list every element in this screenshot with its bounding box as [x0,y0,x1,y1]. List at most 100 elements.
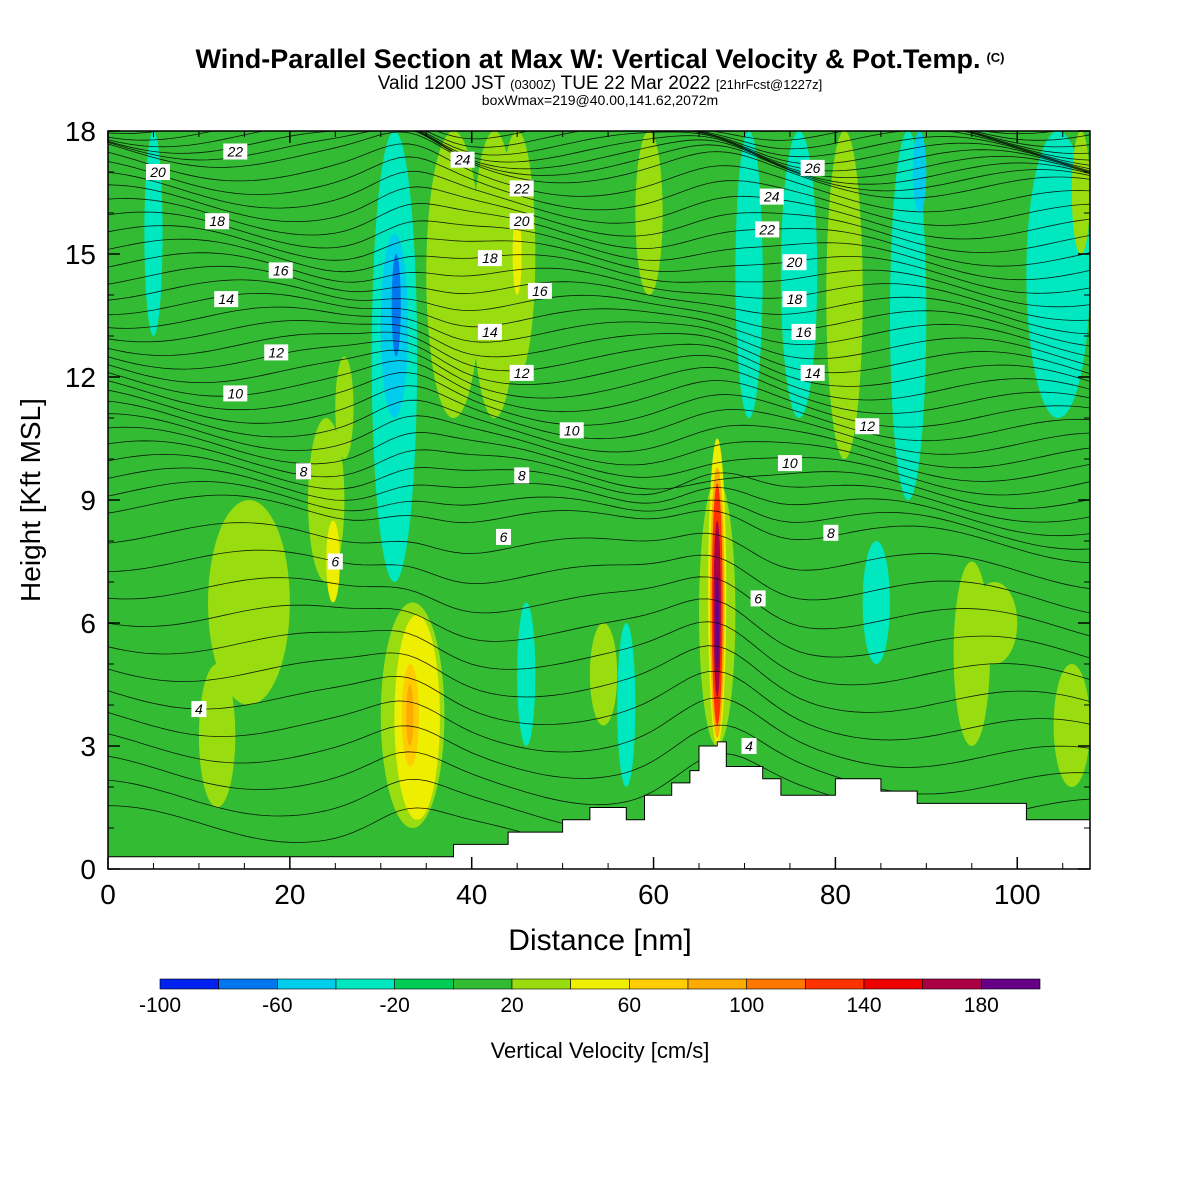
theta-contour-line [108,467,1090,537]
theta-contour-line [108,21,1090,75]
x-tick-label: 0 [100,879,116,910]
theta-contour-line [108,22,1090,81]
contour-label: 22 [509,180,534,197]
theta-contour-line [108,494,1090,564]
contour-label-text: 8 [827,525,835,541]
contour-label-text: 10 [782,455,798,471]
velocity-field [108,131,1090,869]
velocity-cell [1053,664,1090,787]
contour-label: 18 [782,291,807,308]
x-tick-label: 20 [274,879,305,910]
contour-label-bg [855,418,880,435]
colorbar-swatch [746,978,806,990]
velocity-cell [198,664,236,808]
theta-contour-line [108,238,1090,308]
contour-label-text: 18 [482,250,498,266]
theta-contour-line [108,598,1090,659]
terrain-profile [108,741,1090,869]
colorbar-swatch [863,978,923,990]
colorbar-tick-label: 20 [500,994,523,1017]
contour-label-bg [527,282,552,299]
contour-label: 16 [527,282,552,299]
velocity-cell [826,131,863,459]
velocity-cell [108,131,145,869]
velocity-cell [735,131,763,418]
theta-contour-line [108,53,1090,121]
theta-contour-line [108,131,1090,185]
valid-utc: (0300Z) [510,77,556,92]
contour-label-text: 22 [758,221,775,237]
contour-label-bg [791,323,816,340]
contour-label-bg [264,344,289,361]
theta-contour-line [108,697,1090,768]
contour-label-text: 20 [513,213,530,229]
theta-contour-line [108,549,1090,614]
theta-contour-line [108,279,1090,347]
contour-label-bg [782,291,807,308]
contour-label: 12 [855,418,880,435]
theta-contour-line [108,131,1090,199]
boxwmax-info: boxWmax=219@40.00,141.62,2072m [481,92,719,108]
theta-contour-line [108,360,1090,428]
theta-contour-line [108,426,1090,496]
velocity-cell [144,131,163,336]
contour-label-text: 6 [754,590,762,606]
velocity-cell [335,356,354,459]
contour-label: 22 [755,221,780,238]
velocity-cell [971,582,1018,664]
colorbar-swatch [277,978,337,990]
y-tick-label: 15 [65,239,96,270]
contour-label-bg [509,213,534,230]
contour-label-bg [755,221,780,238]
x-tick-label: 80 [820,879,851,910]
contour-label-bg [205,213,230,230]
colorbar-swatch [687,978,747,990]
contour-label-bg [295,463,311,480]
velocity-cell [1071,131,1090,254]
contour-label-bg [782,254,807,271]
velocity-cell [406,684,414,746]
colorbar-swatch [218,978,278,990]
theta-contour-line [108,131,1090,172]
theta-contour-line [108,724,1090,795]
colorbar-tick-label: 140 [846,994,881,1017]
chart-subtitle: Valid 1200 JST (0300Z) TUE 22 Mar 2022 [… [0,74,1200,95]
theta-contour-line [108,184,1090,254]
theta-contour-line [108,143,1090,213]
x-tick-label: 40 [456,879,487,910]
contour-label: 4 [191,701,207,718]
y-tick-label: 6 [80,608,96,639]
velocity-cell [635,131,663,295]
contour-label-bg [509,180,534,197]
contour-label-text: 10 [228,385,244,401]
contour-label: 24 [450,151,475,168]
velocity-cell [426,131,481,418]
forecast-tag: [21hrFcst@1227z] [715,77,823,92]
x-tick-label: 60 [638,879,669,910]
theta-contour-line [108,621,1090,686]
contour-label-bg [559,422,584,439]
contour-label: 18 [477,250,502,267]
contour-label-bg [146,164,171,180]
y-axis-label: Height [Kft MSL] [15,398,46,602]
theta-contour-line [108,211,1090,281]
theta-contour-line [108,670,1090,741]
contour-label: 20 [146,164,171,180]
contour-label-text: 22 [513,180,530,196]
theta-contour-line [108,59,1090,127]
contour-label-bg [759,188,784,205]
contour-label: 14 [800,364,825,381]
contour-label: 10 [777,455,802,472]
contour-label-bg [223,385,248,402]
theta-contour-line [108,15,1090,69]
valid-time: Valid 1200 JST [377,73,505,94]
contour-label-bg [750,590,766,607]
contour-label: 16 [268,262,293,279]
theta-contour-line [108,131,1090,178]
velocity-cell [208,500,290,705]
contour-label-bg [191,701,207,718]
velocity-cell [780,131,818,418]
copyright-mark: (C) [986,49,1005,65]
